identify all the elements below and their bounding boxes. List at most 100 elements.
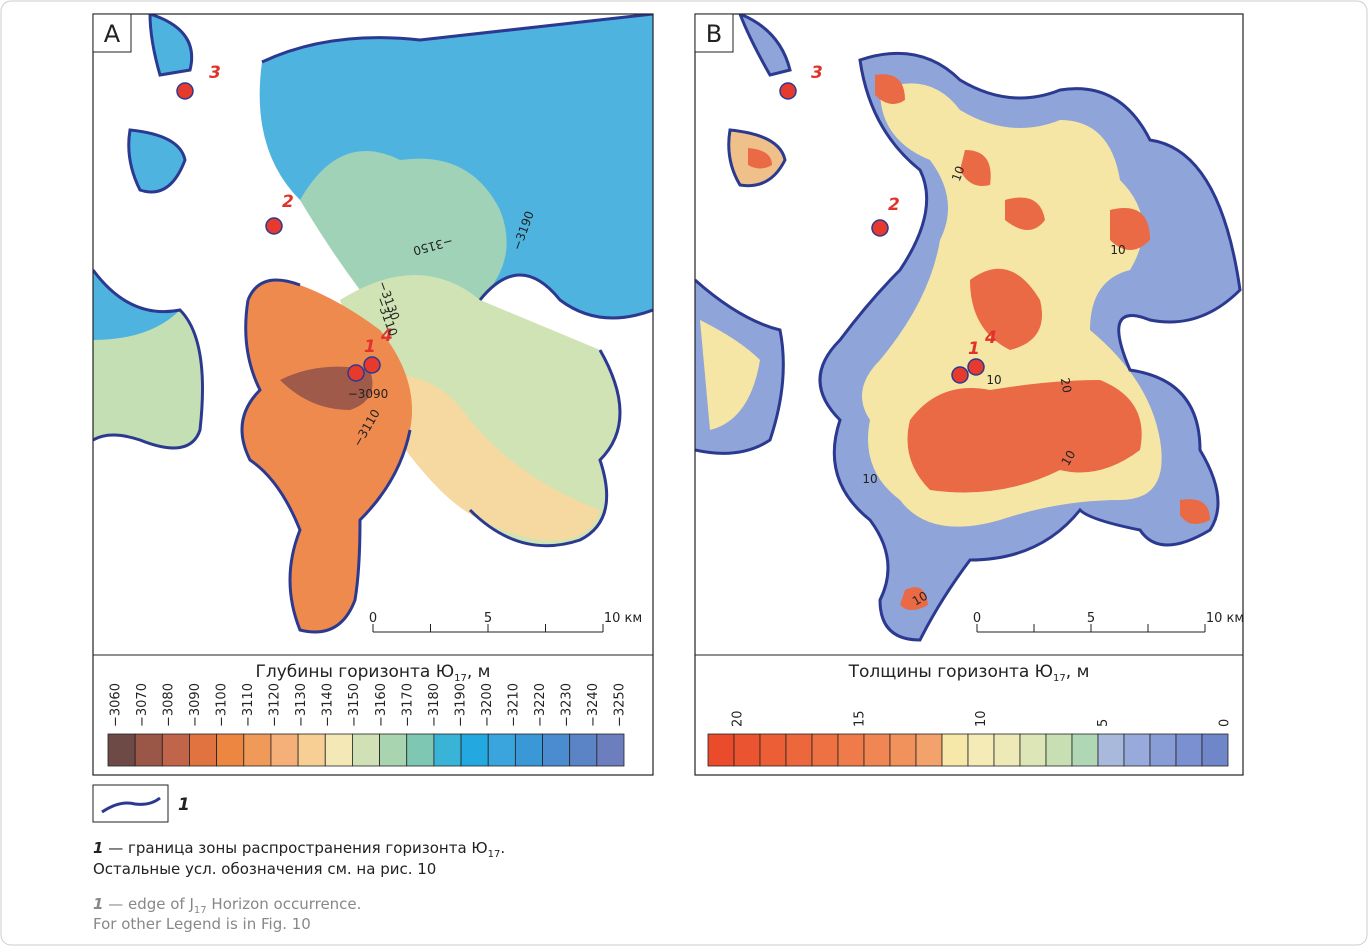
legend-item-box [92,784,169,823]
map-a [93,14,653,634]
legend-cell [785,733,813,767]
legend-cell [433,733,462,767]
legend-title-sub: 17 [1053,673,1066,684]
scale-label: 5 [484,611,492,626]
well [779,82,797,100]
scale-label: 5 [1087,611,1095,626]
contour-label: 10 [949,164,967,183]
legend-tick-label: 10 [974,710,989,727]
legend-cell [1123,733,1151,767]
legend-tick-label: −3060 [109,683,124,727]
legend-cell [161,733,190,767]
well [967,358,985,376]
well-label: 2 [282,192,294,212]
legend-cell [915,733,943,767]
map-b [695,14,1242,642]
legend-cell [379,733,408,767]
legend-cell [941,733,969,767]
legend-cell [107,733,136,767]
legend-tick-label: −3170 [400,683,415,727]
well [363,356,381,374]
legend-cell [134,733,163,767]
legend-cell [542,733,571,767]
legend-cell [759,733,787,767]
caption-ru: 1 — граница зоны распространения горизон… [93,839,505,860]
panel-letter: B [706,20,722,48]
legend-title-sub: 17 [454,673,467,684]
well [176,82,194,100]
well-label: 3 [811,63,823,83]
legend-cell [487,733,516,767]
well-label: 3 [209,63,221,83]
legend-cell [811,733,839,767]
panel: B 3 2 14 10 10 10 20 10 10 10 0 5 10 км Толщины горизо… [694,13,1244,767]
legend-cell [514,733,543,767]
panel-letter-box [92,13,132,53]
panel-b-border [694,13,1244,776]
well-label: 4 [380,326,393,346]
contour-label: 10 [1110,243,1125,257]
well [347,364,365,382]
legend-tick-label: −3100 [215,683,230,727]
well [265,217,283,235]
contour-label: 10 [862,472,877,486]
contour-label: −3090 [348,387,389,401]
legend-cell [1175,733,1203,767]
legend-cell [243,733,272,767]
well-label: 4 [984,328,997,348]
legend-item-label: 1 [178,795,190,815]
panel-letter-box [694,13,734,53]
legend-tick-label: 20 [731,710,746,727]
legend-line [101,796,161,814]
legend-cell [993,733,1021,767]
scale-label: 0 [369,611,377,626]
legend-cell [406,733,435,767]
legend-cell [596,733,625,767]
legend-tick-label: −3210 [506,683,521,727]
legend-cell [707,733,735,767]
legend-cell [297,733,326,767]
legend-cell [1149,733,1177,767]
panel-letter: A [104,20,121,48]
legend-tick-label: −3080 [162,683,177,727]
scale-label: 10 км [604,611,642,626]
legend-tick-label: −3120 [268,683,283,727]
legend-tick-label: −3200 [480,683,495,727]
caption-en: 1 — edge of J17 Horizon occurrence. [93,895,361,916]
legend-cell [733,733,761,767]
legend-tick-label: −3090 [188,683,203,727]
legend-cell [889,733,917,767]
legend-tick-label: −3070 [135,683,150,727]
legend-tick-label: −3250 [613,683,628,727]
well-label: 1 [364,337,376,357]
legend-tick-label: −3150 [347,683,362,727]
legend-tick-label: 5 [1096,719,1111,727]
legend-tick-label: −3140 [321,683,336,727]
contour-label: 20 [1058,377,1074,394]
legend-tick-label: −3190 [453,683,468,727]
legend-tick-label: −3220 [533,683,548,727]
legend-title-text: Глубины горизонта Ю [256,662,455,682]
legend-tick-label: −3160 [374,683,389,727]
legend-cell [1097,733,1125,767]
well-label: 2 [888,195,900,215]
legend-tick-label: −3230 [559,683,574,727]
well [871,219,889,237]
legend-tick-label: −3240 [586,683,601,727]
legend-tick-label: −3180 [427,683,442,727]
well [951,366,969,384]
legend-tick-label: −3130 [294,683,309,727]
legend-cell [1019,733,1047,767]
legend-cell [324,733,353,767]
legend-cell [216,733,245,767]
scale-label: 10 км [1206,611,1244,626]
legend-title: Толщины горизонта Ю17, м [848,662,1090,684]
legend-cell [1045,733,1073,767]
legend-cell [569,733,598,767]
legend-title-end: , м [1066,662,1090,682]
panel-a-border [92,13,654,776]
legend-cell [352,733,380,767]
legend-tick-label: 0 [1218,719,1233,727]
legend-tick-label: 15 [852,710,867,727]
